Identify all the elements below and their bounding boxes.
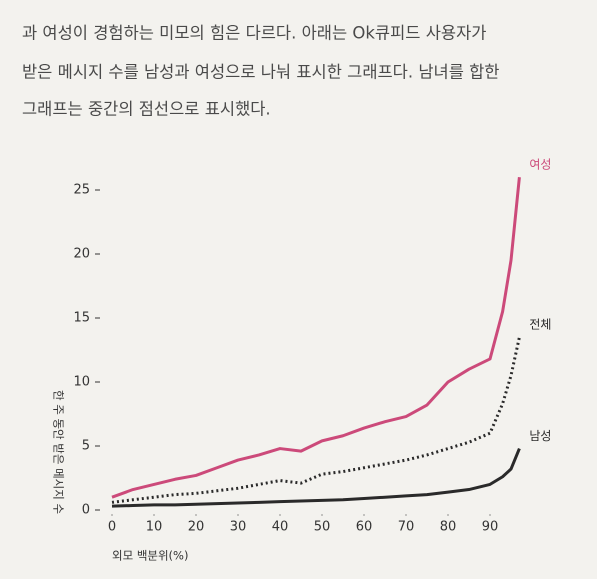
y-axis-label: 한 주 동안 받은 메시지 수 <box>52 390 66 514</box>
series-label: 여성 <box>529 158 551 172</box>
paragraph-line: 과 여성이 경험하는 미모의 힘은 다르다. 아래는 Ok큐피드 사용자가 <box>22 24 486 43</box>
x-axis-label: 외모 백분위(%) <box>112 549 188 563</box>
x-tick-label: 10 <box>146 520 163 535</box>
y-tick-label: 15 <box>73 311 90 326</box>
paragraph-line: 그래프는 중간의 점선으로 표시했다. <box>22 100 271 119</box>
x-tick-label: 70 <box>398 520 415 535</box>
paragraph-line: 받은 메시지 수를 남성과 여성으로 나눠 표시한 그래프다. 남녀를 합한 <box>22 63 500 82</box>
series-line <box>111 177 521 499</box>
x-tick-label: 80 <box>440 520 457 535</box>
x-tick-label: 50 <box>314 520 331 535</box>
y-tick-label: 20 <box>73 247 90 262</box>
x-tick-label: 30 <box>230 520 247 535</box>
y-tick-label: 5 <box>82 439 90 454</box>
x-tick-label: 90 <box>482 520 499 535</box>
x-tick-label: 60 <box>356 520 373 535</box>
y-tick-label: 25 <box>73 183 90 198</box>
x-tick-label: 0 <box>108 520 116 535</box>
x-tick-label: 20 <box>188 520 205 535</box>
series-label: 남성 <box>529 429 551 443</box>
series-line <box>111 336 521 504</box>
series-line <box>111 447 521 508</box>
y-tick-label: 0 <box>82 503 90 518</box>
x-tick-label: 40 <box>272 520 289 535</box>
series-label: 전체 <box>529 318 551 332</box>
y-tick-label: 10 <box>73 375 90 390</box>
